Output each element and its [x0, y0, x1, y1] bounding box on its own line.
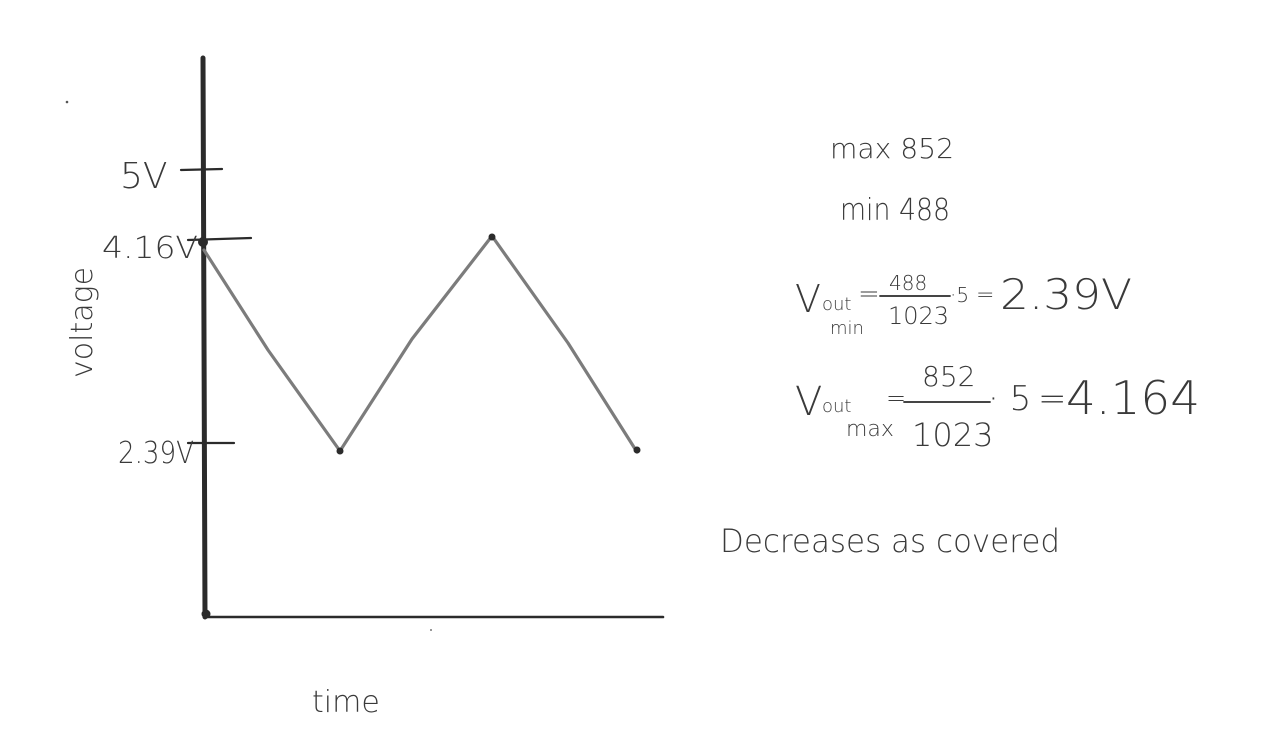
y-axis	[200, 55, 208, 620]
tick-label-4-16v: 4.16V	[102, 231, 198, 266]
vout-max-equals-2: =	[1038, 379, 1067, 419]
wave-max-dot	[488, 233, 496, 241]
stray-mark	[430, 629, 432, 631]
tick-5v	[179, 167, 224, 172]
y-axis-label: voltage	[65, 267, 100, 378]
vout-min-result: 2.39V	[1000, 270, 1132, 319]
wave-min-dot-2	[633, 446, 641, 454]
tick-label-5v: 5V	[120, 156, 168, 197]
stray-mark	[65, 100, 69, 104]
tick-4-16v	[186, 236, 253, 242]
max-reading: max 852	[830, 132, 954, 165]
vout-max-numerator: 852	[922, 360, 975, 393]
vout-min-equals-1: =	[858, 279, 880, 309]
vout-max-sub-max: max	[846, 417, 894, 442]
vout-min-equation: V out min = 488 1023 ·5 = 2.39V	[795, 270, 1132, 339]
vout-max-result: 4.164	[1066, 371, 1200, 425]
vout-min-sub-min: min	[830, 318, 864, 339]
vout-min-denominator: 1023	[888, 302, 949, 330]
vout-max-denominator: 1023	[912, 416, 993, 454]
voltage-waveform	[202, 234, 639, 454]
vout-max-sub-out: out	[822, 396, 851, 417]
vout-min-numerator: 488	[889, 271, 927, 295]
wave-min-dot-1	[336, 447, 344, 455]
vout-max-times: · 5	[988, 379, 1031, 419]
origin-dot	[201, 609, 211, 619]
conclusion-note: Decreases as covered	[720, 522, 1060, 560]
vout-min-v: V	[795, 277, 821, 321]
vout-min-times: ·5	[950, 283, 969, 307]
vout-max-equals-1: =	[886, 384, 906, 412]
vout-max-equation: V out max = 852 1023 · 5 = 4.164	[795, 360, 1200, 454]
min-reading: min 488	[840, 193, 950, 228]
tick-label-2-39v: 2.39V	[118, 436, 194, 471]
tick-4-16v-dot	[198, 237, 208, 247]
vout-min-sub-out: out	[822, 294, 851, 315]
vout-min-equals-2: =	[976, 283, 994, 308]
vout-max-v: V	[795, 379, 822, 425]
x-axis-label: time	[312, 685, 380, 720]
